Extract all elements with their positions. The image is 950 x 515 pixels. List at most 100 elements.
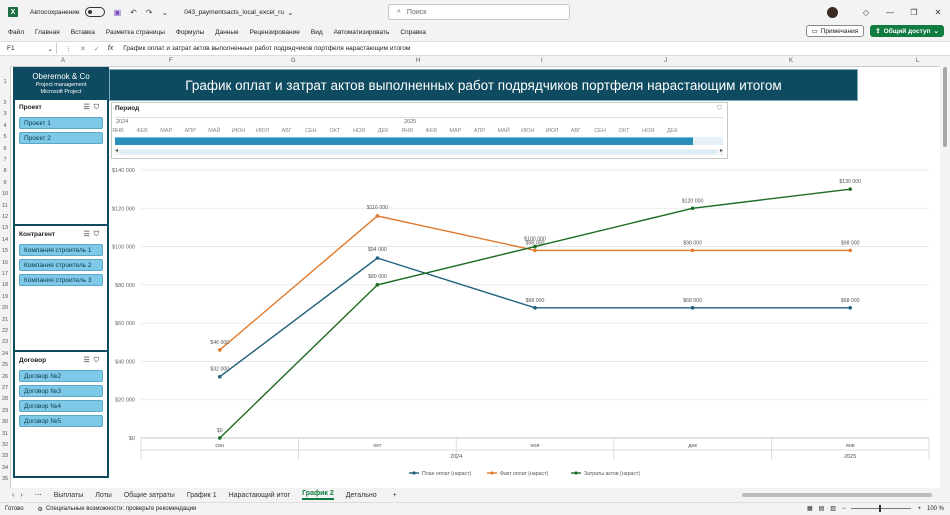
sheet-tab[interactable]: Выплаты: [53, 491, 84, 499]
file-name[interactable]: 043_paymentsacts_local_excel_ru: [184, 8, 284, 16]
row-header[interactable]: 25: [1, 362, 9, 369]
row-header[interactable]: 21: [1, 316, 9, 323]
diamond-icon[interactable]: ◇: [862, 7, 870, 17]
vertical-scrollbar[interactable]: [940, 57, 950, 488]
data-point[interactable]: [533, 306, 537, 310]
timeline-month[interactable]: АПР: [184, 128, 196, 134]
tab-page-layout[interactable]: Разметка страницы: [105, 28, 165, 36]
tab-home[interactable]: Главная: [34, 28, 60, 36]
slicer-item[interactable]: Проект 1: [19, 117, 103, 129]
data-point[interactable]: [375, 256, 380, 260]
row-header[interactable]: 23: [1, 339, 9, 346]
row-header[interactable]: 12: [1, 214, 9, 220]
row-header[interactable]: 9: [3, 179, 7, 186]
row-header[interactable]: 26: [1, 373, 9, 380]
page-layout-icon[interactable]: ▤: [818, 506, 825, 512]
slicer-item[interactable]: Договор №5: [19, 415, 103, 427]
row-header[interactable]: 24: [1, 350, 9, 357]
timeline-month[interactable]: МАЙ: [208, 128, 221, 134]
column-header[interactable]: J: [664, 58, 667, 64]
more-sheets-icon[interactable]: ⋯: [34, 492, 42, 499]
row-header[interactable]: 22: [1, 328, 9, 334]
data-point[interactable]: [690, 206, 695, 211]
row-header[interactable]: 3: [3, 111, 7, 118]
row-header[interactable]: 28: [1, 396, 9, 403]
minimize-icon[interactable]: —: [886, 7, 894, 17]
timeline-month[interactable]: ЯНВ: [112, 128, 124, 134]
timeline-month[interactable]: АВГ: [281, 128, 292, 134]
chevron-down-icon[interactable]: ⌄: [286, 7, 294, 17]
cancel-icon[interactable]: ✕: [80, 45, 86, 53]
next-sheet-icon[interactable]: ›: [20, 491, 23, 499]
data-point[interactable]: [218, 348, 222, 352]
timeline-month[interactable]: ДЕК: [666, 128, 678, 134]
data-point[interactable]: [848, 248, 852, 253]
customize-qat-icon[interactable]: ⌄: [161, 7, 169, 17]
zoom-out-icon[interactable]: −: [841, 505, 846, 512]
row-header[interactable]: 11: [2, 202, 8, 209]
timeline-month[interactable]: АПР: [473, 128, 486, 134]
row-header[interactable]: 32: [1, 442, 9, 448]
tab-automate[interactable]: Автоматизировать: [333, 28, 390, 36]
timeline-month[interactable]: ИЮЛ: [545, 128, 559, 134]
tab-review[interactable]: Рецензирование: [249, 28, 300, 36]
timeline-month[interactable]: ЯНВ: [401, 128, 413, 134]
clear-filter-icon[interactable]: ⛉: [93, 357, 103, 364]
row-header[interactable]: 20: [1, 305, 9, 312]
tab-insert[interactable]: Вставка: [70, 28, 95, 36]
sheet-tab[interactable]: Лоты: [95, 491, 112, 499]
share-button[interactable]: ⇪ Общий доступ ⌄: [870, 25, 944, 37]
horizontal-scrollbar[interactable]: [742, 493, 932, 497]
clear-filter-icon[interactable]: ⛉: [716, 105, 722, 112]
row-header[interactable]: 13: [1, 225, 9, 232]
redo-icon[interactable]: ↷: [145, 7, 153, 17]
row-header[interactable]: 31: [1, 430, 9, 437]
search-input[interactable]: ⌕ Поиск: [388, 4, 570, 20]
formula-input[interactable]: График оплат и затрат актов выполненных …: [123, 45, 411, 52]
slicer-item[interactable]: Компания строитель 2: [19, 259, 103, 271]
restore-icon[interactable]: ❐: [910, 7, 918, 17]
row-header[interactable]: 2: [3, 100, 7, 106]
sheet-tab[interactable]: Общие затраты: [123, 491, 175, 499]
undo-icon[interactable]: ↶: [130, 7, 137, 17]
add-sheet-icon[interactable]: +: [392, 491, 397, 499]
row-header[interactable]: 5: [3, 134, 7, 141]
row-header[interactable]: 14: [1, 236, 9, 243]
autosave-toggle[interactable]: [84, 7, 105, 17]
worksheet[interactable]: Oberemok & Co Project management Microso…: [11, 67, 940, 488]
row-header[interactable]: 30: [1, 419, 9, 426]
data-point[interactable]: [848, 187, 852, 191]
data-point[interactable]: [218, 436, 222, 440]
timeline-track[interactable]: [693, 137, 723, 145]
normal-view-icon[interactable]: ▦: [806, 506, 813, 512]
prev-sheet-icon[interactable]: ‹: [12, 491, 15, 499]
zoom-level[interactable]: 100 %: [926, 505, 944, 512]
tab-help[interactable]: Справка: [400, 28, 426, 36]
row-header[interactable]: 16: [1, 259, 9, 266]
page-break-icon[interactable]: ▥: [830, 506, 836, 512]
zoom-slider[interactable]: [851, 505, 912, 512]
slicer-item[interactable]: Компания строитель 3: [19, 274, 103, 286]
data-point[interactable]: [375, 214, 380, 218]
data-point[interactable]: [533, 244, 537, 249]
save-icon[interactable]: ▣: [113, 7, 122, 17]
timeline-month[interactable]: СЕН: [594, 128, 606, 134]
accessibility-icon[interactable]: ⚙: [37, 506, 43, 513]
timeline-month[interactable]: ОКТ: [618, 128, 630, 134]
function-icon[interactable]: fx: [107, 45, 114, 52]
notes-button[interactable]: ▭ Примечания: [805, 25, 865, 37]
timeline-month[interactable]: МАЙ: [497, 128, 510, 134]
timeline-month[interactable]: НОЯ: [642, 128, 655, 134]
timeline-month[interactable]: ФЕВ: [425, 128, 438, 134]
column-header[interactable]: K: [789, 58, 794, 64]
column-header[interactable]: F: [169, 58, 173, 64]
sheet-tab[interactable]: График 1: [186, 491, 217, 499]
row-header[interactable]: 17: [1, 271, 9, 277]
timeline-month[interactable]: ОКТ: [329, 128, 341, 134]
timeline-month[interactable]: НОЯ: [352, 128, 366, 134]
tab-view[interactable]: Вид: [310, 28, 323, 36]
row-header[interactable]: 34: [1, 464, 9, 471]
slicer-item[interactable]: Проект 2: [19, 132, 103, 144]
name-box[interactable]: F1 ⌄: [4, 43, 57, 54]
row-header[interactable]: 15: [1, 248, 9, 255]
